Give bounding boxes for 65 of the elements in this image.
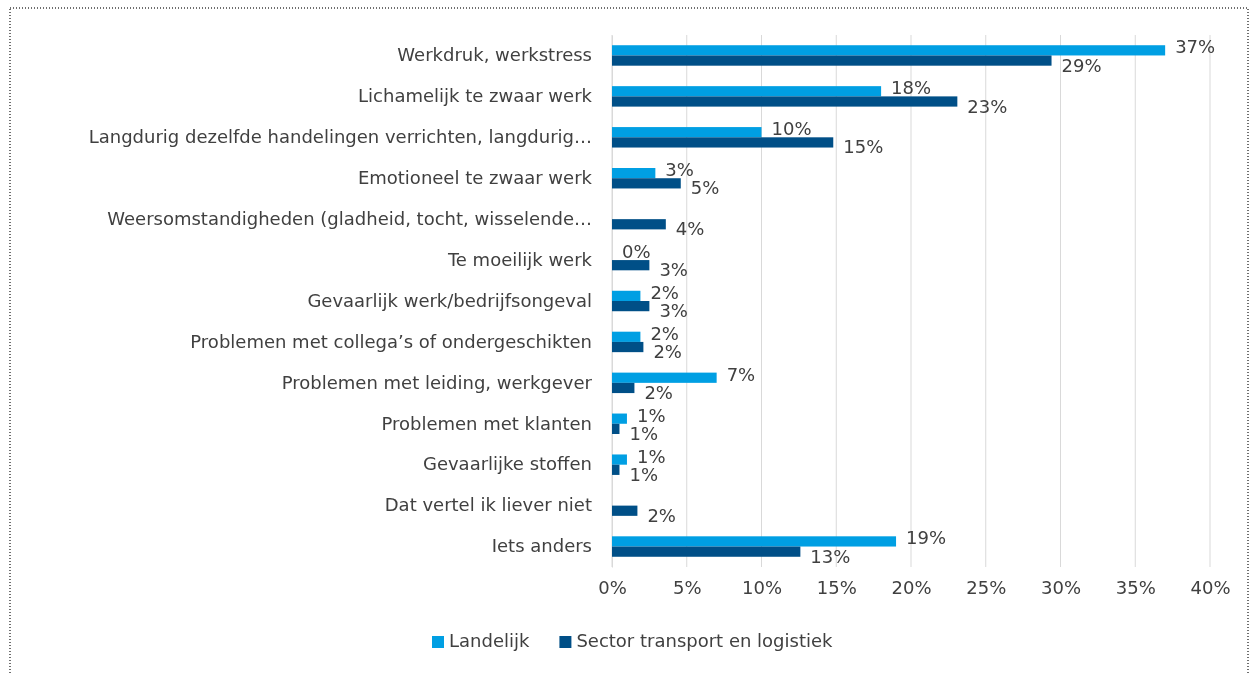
data-label: 4% (675, 218, 705, 240)
x-tick-label: 10% (741, 576, 783, 598)
x-tick-label: 25% (966, 576, 1007, 598)
bar (612, 341, 644, 353)
data-label: 3% (659, 259, 688, 281)
data-label: 15% (843, 136, 884, 158)
x-tick-label: 15% (816, 576, 857, 598)
data-label: 2% (650, 281, 679, 303)
bar (612, 127, 762, 138)
bar (612, 45, 1166, 56)
y-tick-label: Iets anders (491, 535, 592, 557)
y-tick-label: Langdurig dezelfde handelingen verrichten, langdurig… (88, 126, 592, 148)
bar (612, 290, 641, 301)
bar (612, 301, 650, 312)
y-tick-label: Lichamelijk te zwaar werk (358, 85, 593, 107)
x-tick-label: 20% (891, 576, 932, 598)
y-tick-label: Dat vertel ik liever niet (384, 494, 592, 516)
x-tick-label: 0% (598, 576, 627, 598)
bar (612, 96, 958, 107)
y-tick-label: Problemen met leiding, werkgever (281, 371, 593, 393)
bar (612, 423, 620, 434)
x-tick-label: 30% (1040, 576, 1082, 598)
data-label: 19% (906, 527, 947, 549)
bar (612, 178, 681, 189)
bar (612, 546, 801, 557)
bar (612, 372, 717, 383)
bar (612, 536, 897, 547)
bar (612, 454, 627, 465)
data-label: 23% (967, 95, 1008, 117)
y-tick-label: Problemen met klanten (381, 412, 592, 434)
bar (612, 331, 641, 342)
y-tick-label: Problemen met collega’s of ondergeschikten (190, 330, 592, 352)
data-label: 29% (1061, 54, 1102, 76)
data-label: 2% (653, 341, 682, 363)
data-label: 13% (810, 545, 851, 567)
bar (612, 168, 656, 179)
legend-label: Sector transport en logistiek (576, 630, 834, 651)
data-label: 10% (771, 118, 812, 140)
x-tick-label: 35% (1115, 576, 1156, 598)
y-tick-label: Te moeilijk werk (446, 248, 593, 270)
bar (612, 413, 627, 424)
data-label: 18% (891, 77, 932, 99)
data-label: 3% (659, 300, 688, 322)
bar (612, 137, 834, 148)
x-tick-label: 40% (1190, 576, 1231, 598)
y-tick-label: Werkdruk, werkstress (397, 44, 592, 66)
data-label: 37% (1175, 36, 1216, 58)
x-tick-label: 5% (672, 576, 702, 598)
bar (612, 86, 882, 97)
data-label: 0% (622, 240, 651, 262)
y-tick-label: Weersomstandigheden (gladheid, tocht, wisselende… (107, 207, 592, 229)
data-label: 7% (726, 363, 756, 385)
legend-label: Landelijk (449, 630, 530, 651)
bar (612, 55, 1052, 66)
bar (612, 219, 666, 230)
data-label: 2% (644, 381, 673, 403)
data-label: 2% (647, 504, 676, 526)
bar (612, 382, 635, 394)
y-tick-label: Emotioneel te zwaar werk (357, 166, 593, 188)
y-tick-label: Gevaarlijk werk/bedrijfsongeval (307, 289, 592, 311)
bar (612, 260, 650, 271)
bar (612, 464, 620, 475)
bar (612, 505, 638, 516)
y-tick-label: Gevaarlijke stoffen (422, 453, 592, 475)
data-label: 2% (650, 322, 679, 344)
